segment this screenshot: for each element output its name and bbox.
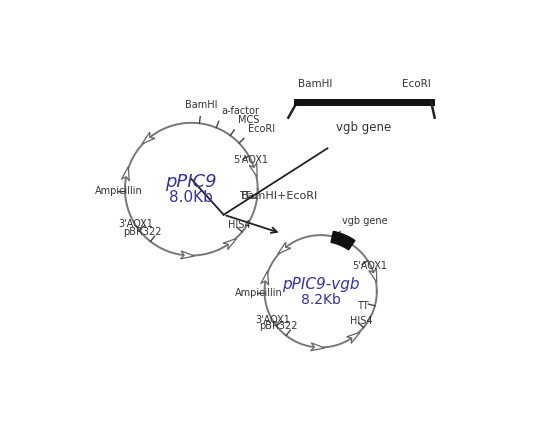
Polygon shape: [142, 132, 155, 144]
Text: a-factor: a-factor: [221, 106, 259, 116]
Text: HIS4: HIS4: [228, 220, 251, 230]
Polygon shape: [331, 231, 355, 250]
Text: 8.0Kb: 8.0Kb: [169, 190, 213, 205]
Polygon shape: [347, 332, 360, 343]
Polygon shape: [249, 163, 257, 177]
Text: TT: TT: [239, 191, 251, 201]
Text: BamHI+EcoRI: BamHI+EcoRI: [241, 191, 318, 201]
Text: Ampicillin: Ampicillin: [235, 288, 282, 297]
Text: 3'AOX1: 3'AOX1: [118, 219, 153, 229]
Polygon shape: [122, 167, 129, 181]
Polygon shape: [261, 271, 269, 285]
Text: EcoRI: EcoRI: [248, 124, 276, 134]
Text: BamHI: BamHI: [297, 79, 332, 89]
Text: 5'AOX1: 5'AOX1: [233, 155, 268, 165]
Text: vgb gene: vgb gene: [336, 121, 391, 134]
Text: MCS: MCS: [238, 115, 259, 125]
Polygon shape: [180, 251, 195, 259]
Text: vgb gene: vgb gene: [342, 216, 388, 225]
Text: Ampicillin: Ampicillin: [95, 186, 143, 196]
Text: TT: TT: [358, 301, 369, 311]
Text: 5'AOX1: 5'AOX1: [353, 260, 388, 271]
Text: pPIC9: pPIC9: [166, 173, 217, 191]
Text: 8.2Kb: 8.2Kb: [301, 293, 340, 307]
Text: pBR322: pBR322: [123, 227, 161, 237]
Text: EcoRI: EcoRI: [402, 79, 430, 89]
Text: 3'AOX1: 3'AOX1: [256, 315, 291, 325]
Text: HIS4: HIS4: [350, 316, 373, 326]
Text: pBR322: pBR322: [259, 321, 297, 332]
Text: pPIC9-vgb: pPIC9-vgb: [282, 277, 360, 292]
Text: BamHI: BamHI: [185, 100, 217, 110]
Polygon shape: [278, 242, 291, 254]
Polygon shape: [223, 239, 236, 250]
Polygon shape: [369, 268, 377, 282]
Polygon shape: [310, 343, 325, 351]
